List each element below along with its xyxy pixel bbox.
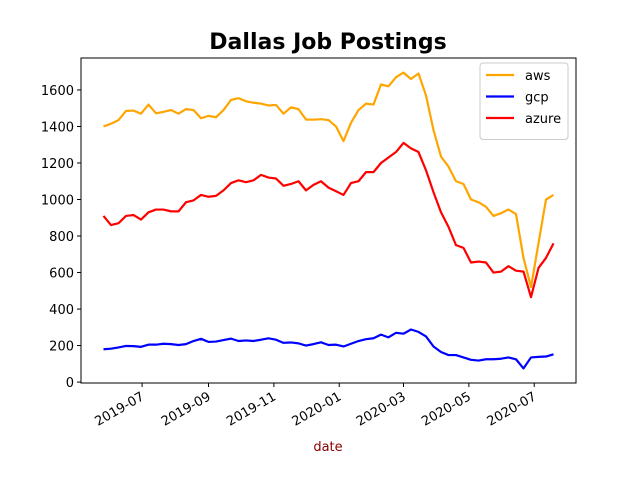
plot-frame (80, 57, 577, 384)
legend: aws gcp azure (479, 62, 569, 140)
y-tick-label: 800 (49, 230, 74, 245)
series-line (102, 141, 555, 299)
y-tick-label: 400 (49, 303, 74, 318)
legend-label: aws (525, 69, 551, 84)
y-tick-label: 200 (49, 340, 74, 355)
y-tick-label: 1000 (41, 194, 74, 209)
chart-title: Dallas Job Postings (209, 30, 446, 55)
y-tick-label: 0 (66, 376, 74, 391)
legend-label: gcp (525, 91, 549, 106)
series-line (103, 71, 555, 289)
legend-box (479, 62, 569, 140)
x-axis-label: date (313, 440, 342, 455)
y-tick-label: 1600 (41, 84, 74, 99)
series-line (103, 328, 554, 370)
y-tick-label: 600 (49, 267, 74, 282)
y-tick-label: 1400 (41, 120, 74, 135)
legend-label: azure (525, 112, 561, 127)
y-tick-label: 1200 (41, 157, 74, 172)
